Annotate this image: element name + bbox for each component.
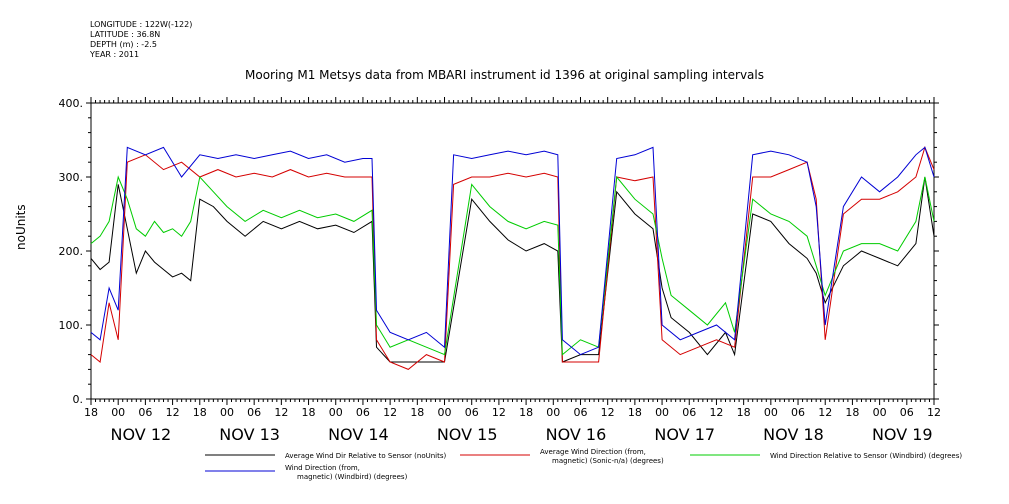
x-tick-label: 18 [845, 406, 859, 419]
x-tick-label: 12 [601, 406, 615, 419]
day-label: NOV 15 [437, 425, 498, 444]
x-tick-label: 06 [682, 406, 696, 419]
x-tick-label: 06 [356, 406, 370, 419]
chart-canvas: 0. 100. 200. 300. 400. 18 00 06 12 18 00 06 12 18 00 06… [0, 0, 1009, 504]
legend-label-1: Average Wind Dir Relative to Sensor (noU… [285, 452, 446, 460]
x-tick-label: 00 [764, 406, 778, 419]
legend-label-2-line2: magnetic) (Sonic-n/a) (degrees) [552, 457, 664, 465]
legend-label-4: Wind Direction (from, [285, 464, 360, 472]
day-label: NOV 17 [654, 425, 715, 444]
x-tick-label: 06 [247, 406, 261, 419]
y-tick-label: 400. [59, 97, 84, 110]
x-tick-label: 00 [873, 406, 887, 419]
legend-label-2: Average Wind Direction (from, [540, 448, 646, 456]
day-label: NOV 16 [546, 425, 607, 444]
x-tick-label: 06 [791, 406, 805, 419]
y-tick-label: 200. [59, 245, 84, 258]
legend-label-4-line2: magnetic) (Windbird) (degrees) [297, 473, 408, 481]
x-tick-label: 06 [573, 406, 587, 419]
y-tick-label: 300. [59, 171, 84, 184]
x-tick-label: 18 [628, 406, 642, 419]
x-tick-label: 00 [111, 406, 125, 419]
x-tick-label: 18 [519, 406, 533, 419]
x-tick-label: 12 [492, 406, 506, 419]
x-tick-label: 12 [274, 406, 288, 419]
x-tick-label: 12 [383, 406, 397, 419]
x-tick-label: 00 [220, 406, 234, 419]
day-label: NOV 19 [872, 425, 933, 444]
series-line-4 [91, 147, 934, 354]
x-tick-label: 18 [737, 406, 751, 419]
legend-label-3: Wind Direction Relative to Sensor (Windb… [770, 452, 962, 460]
day-label: NOV 14 [328, 425, 389, 444]
series-line-1 [91, 177, 934, 362]
x-tick-label: 18 [193, 406, 207, 419]
y-tick-label: 100. [59, 319, 84, 332]
x-tick-label: 00 [546, 406, 560, 419]
day-label: NOV 12 [111, 425, 172, 444]
x-tick-label: 12 [709, 406, 723, 419]
x-tick-label: 06 [900, 406, 914, 419]
plot-frame [91, 103, 934, 399]
x-tick-label: 12 [927, 406, 941, 419]
x-tick-label: 00 [438, 406, 452, 419]
x-tick-label: 06 [138, 406, 152, 419]
x-tick-label: 12 [818, 406, 832, 419]
x-tick-label: 18 [410, 406, 424, 419]
day-label: NOV 13 [219, 425, 280, 444]
x-tick-label: 00 [329, 406, 343, 419]
series-line-3 [91, 177, 934, 355]
x-tick-label: 18 [84, 406, 98, 419]
day-label: NOV 18 [763, 425, 824, 444]
x-tick-label: 00 [655, 406, 669, 419]
x-tick-label: 18 [302, 406, 316, 419]
x-tick-label: 06 [465, 406, 479, 419]
y-tick-label: 0. [73, 393, 84, 406]
x-tick-label: 12 [166, 406, 180, 419]
